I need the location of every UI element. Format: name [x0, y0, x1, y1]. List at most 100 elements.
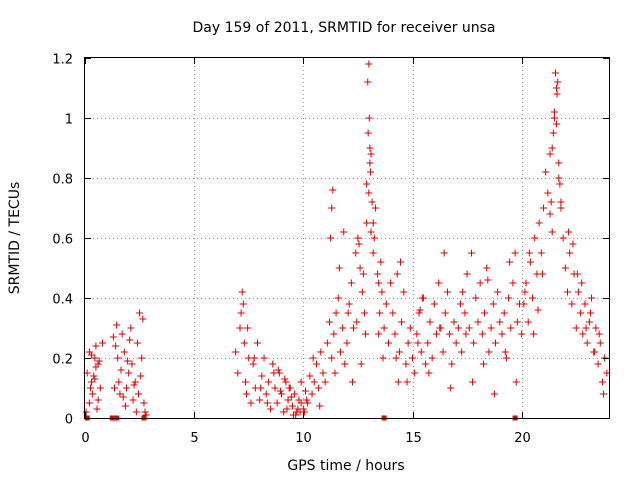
data-point [287, 393, 295, 401]
data-point [365, 60, 373, 68]
data-point [271, 384, 279, 392]
data-point [114, 354, 122, 362]
data-point [262, 390, 270, 398]
data-point [490, 390, 498, 398]
data-point [86, 384, 94, 392]
data-point [461, 309, 469, 317]
data-point [422, 360, 430, 368]
data-point [257, 384, 265, 392]
data-point [281, 375, 289, 383]
data-point [404, 339, 412, 347]
data-point [355, 240, 363, 248]
data-point [113, 321, 121, 329]
data-point [258, 372, 266, 380]
data-point [564, 288, 572, 296]
data-point [238, 288, 246, 296]
data-point [463, 270, 471, 278]
data-point [130, 381, 138, 389]
data-point [411, 369, 419, 377]
data-point [478, 330, 486, 338]
data-point [358, 288, 366, 296]
data-point [506, 258, 514, 266]
data-point [505, 294, 513, 302]
y-tick-label: 0.8 [52, 173, 73, 188]
data-point [267, 405, 275, 413]
data-point [117, 366, 125, 374]
data-point [540, 204, 547, 212]
data-point [352, 249, 360, 257]
data-point [542, 168, 550, 176]
data-point [362, 330, 370, 338]
data-point [129, 396, 137, 404]
data-point [413, 330, 421, 338]
data-point [367, 228, 375, 236]
data-point [483, 264, 491, 272]
data-point [374, 270, 382, 278]
data-point [378, 288, 386, 296]
data-point [424, 339, 432, 347]
data-point [394, 378, 402, 386]
data-point [85, 399, 93, 407]
data-point [371, 204, 379, 212]
data-point [375, 330, 383, 338]
data-point [98, 339, 106, 347]
data-point [402, 360, 410, 368]
data-point [596, 339, 604, 347]
data-point [592, 324, 600, 332]
data-point [110, 384, 118, 392]
data-point [544, 189, 552, 197]
data-point [496, 318, 504, 326]
data-point [236, 324, 244, 332]
data-point [347, 279, 355, 287]
data-point [484, 276, 492, 284]
data-point [341, 360, 349, 368]
data-point [377, 258, 385, 266]
data-point [276, 387, 284, 395]
data-point [360, 309, 368, 317]
data-point [366, 144, 374, 152]
data-point [112, 342, 120, 350]
data-point [348, 378, 356, 386]
data-point [467, 249, 475, 257]
data-point [328, 204, 336, 212]
data-point [582, 324, 590, 332]
data-point [345, 300, 353, 308]
data-point [507, 324, 515, 332]
data-point [538, 270, 546, 278]
data-point [553, 120, 561, 128]
data-point [356, 264, 364, 272]
data-point [364, 129, 372, 137]
data-point [330, 330, 338, 338]
data-point [91, 375, 99, 383]
data-point [297, 399, 305, 407]
data-point [418, 294, 426, 302]
data-point [323, 339, 331, 347]
data-point [568, 300, 576, 308]
data-point [93, 405, 101, 413]
data-point [433, 330, 441, 338]
data-point [253, 339, 261, 347]
data-point [292, 411, 300, 419]
data-point [131, 378, 139, 386]
data-point [502, 354, 510, 362]
data-point [546, 150, 554, 158]
data-point [417, 348, 425, 356]
data-point [137, 372, 145, 380]
data-point [548, 144, 556, 152]
data-point [414, 339, 422, 347]
data-point [379, 354, 387, 362]
data-point [241, 378, 249, 386]
data-point [557, 198, 565, 206]
data-point [357, 360, 365, 368]
data-point [133, 339, 141, 347]
data-point [350, 324, 358, 332]
data-point [472, 294, 480, 302]
data-point [549, 129, 557, 137]
data-point [95, 357, 103, 365]
x-tick-label: 15 [405, 431, 422, 446]
data-point [513, 318, 521, 326]
data-point [524, 318, 532, 326]
data-point [529, 294, 537, 302]
data-point [550, 108, 558, 116]
